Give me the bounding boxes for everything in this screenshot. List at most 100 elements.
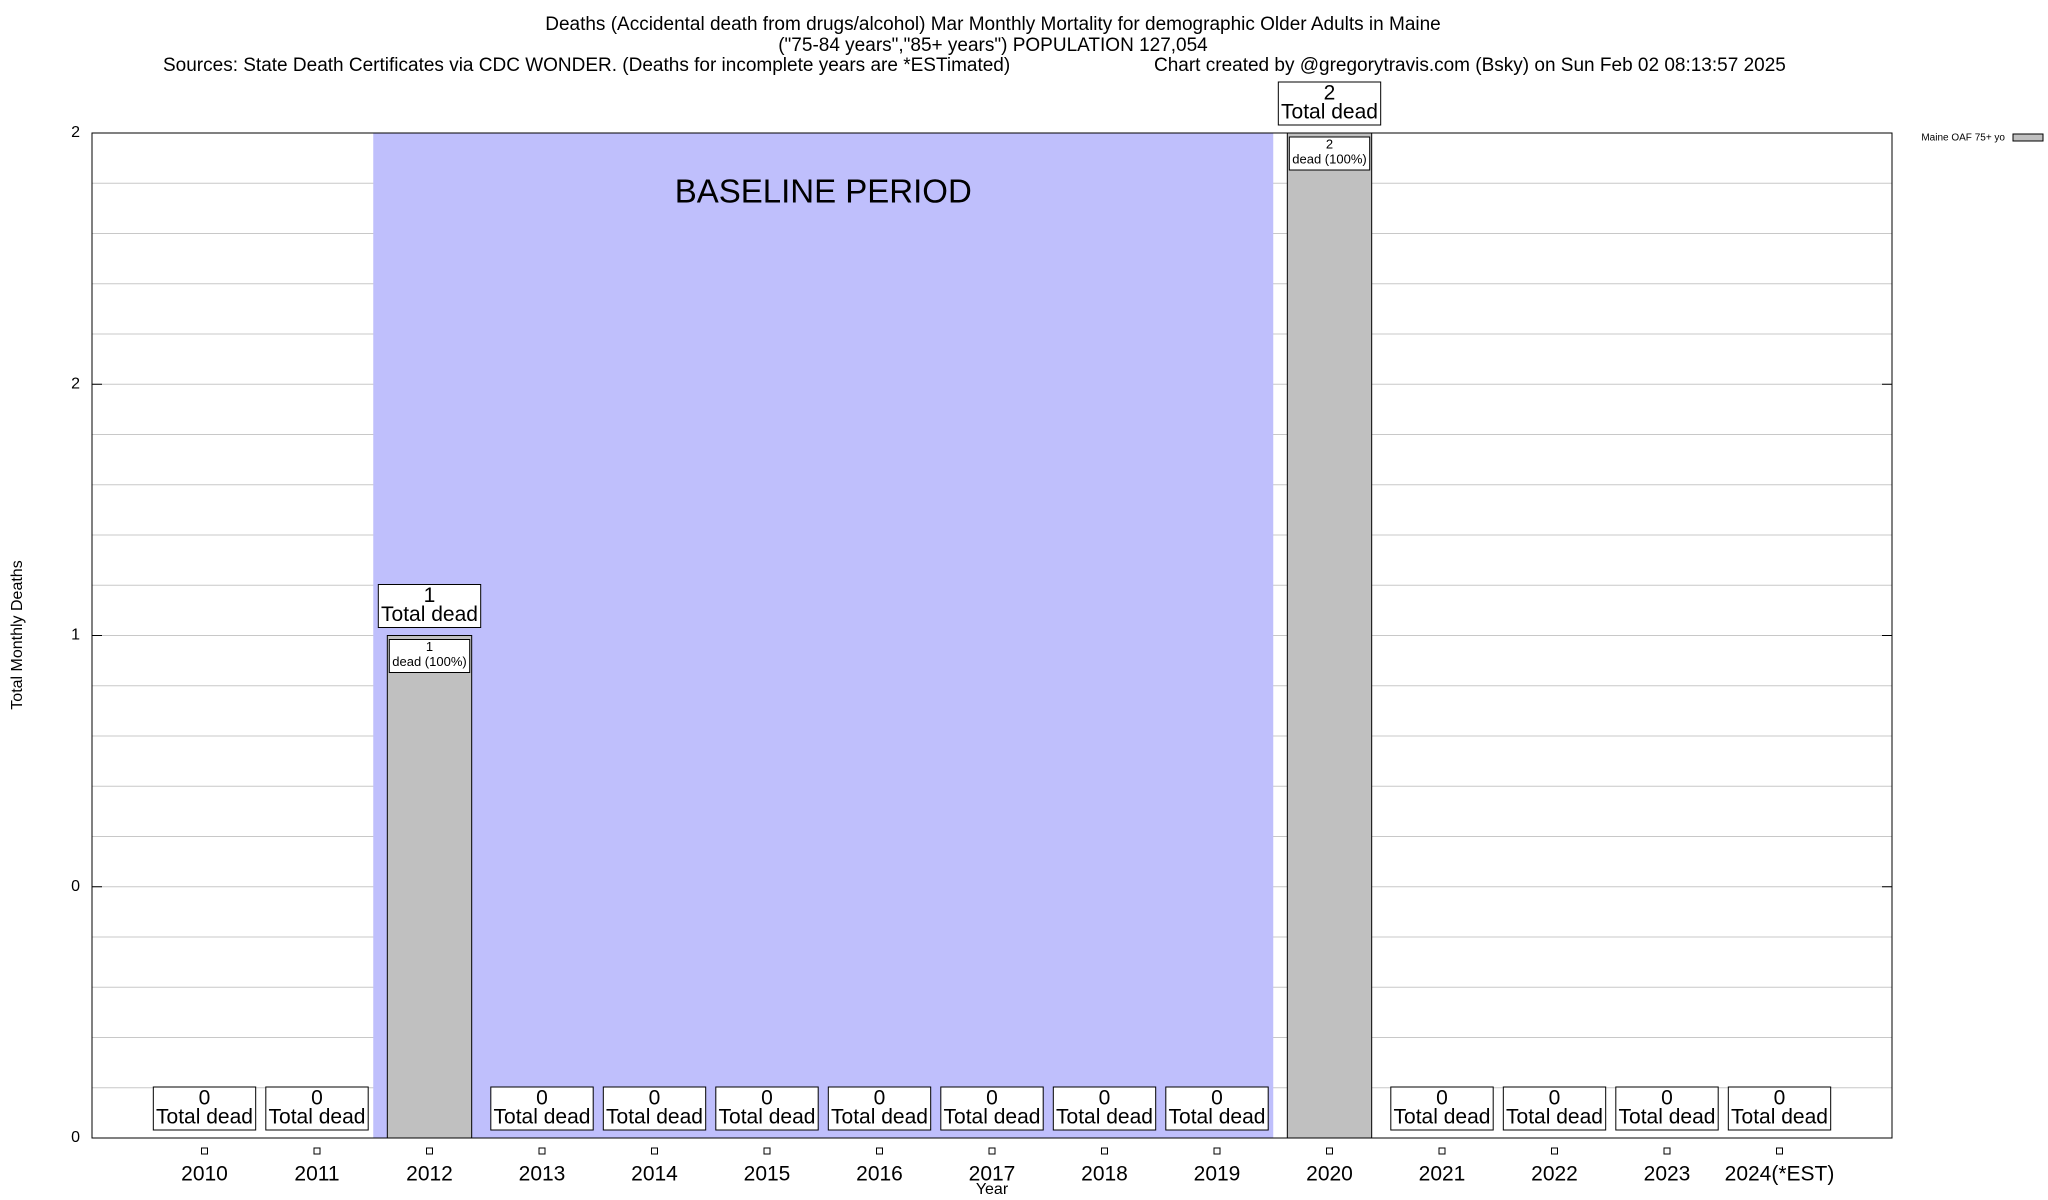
value-label: 0 bbox=[986, 1087, 998, 1110]
value-label-box bbox=[940, 1086, 1044, 1131]
value-label: 0 bbox=[1661, 1087, 1673, 1110]
value-label: 1 bbox=[424, 584, 436, 607]
y-tick-label: 2 bbox=[71, 124, 80, 141]
total-label: Total dead bbox=[1056, 1106, 1153, 1129]
total-label: Total dead bbox=[606, 1106, 703, 1129]
bar bbox=[386, 635, 473, 1139]
legend-swatch bbox=[2012, 133, 2044, 142]
value-label-box bbox=[152, 1086, 257, 1131]
x-tick-marker bbox=[763, 1147, 771, 1155]
total-label: Total dead bbox=[1506, 1106, 1603, 1129]
total-label: Total dead bbox=[1619, 1106, 1716, 1129]
x-tick-marker bbox=[1776, 1147, 1783, 1155]
value-label: 0 bbox=[1099, 1087, 1111, 1110]
chart-subtitle: ("75-84 years","85+ years") POPULATION 1… bbox=[778, 35, 1208, 56]
inner-label: dead (100%) bbox=[392, 654, 466, 669]
x-tick-label: 2023 bbox=[1644, 1163, 1691, 1186]
x-tick-marker bbox=[1101, 1147, 1108, 1155]
total-label: Total dead bbox=[1169, 1106, 1266, 1129]
x-tick-label: 2019 bbox=[1194, 1163, 1241, 1186]
value-label: 0 bbox=[1774, 1087, 1786, 1110]
legend-label: Maine OAF 75+ yo bbox=[1921, 133, 2005, 144]
total-label: Total dead bbox=[156, 1106, 253, 1129]
x-tick-label: 2015 bbox=[744, 1163, 791, 1186]
x-axis-label: Year bbox=[976, 1181, 1009, 1198]
total-label: Total dead bbox=[494, 1106, 591, 1129]
x-tick-label: 2017 bbox=[969, 1163, 1016, 1186]
chart-source: Sources: State Death Certificates via CD… bbox=[163, 55, 1010, 76]
plot-frame bbox=[91, 132, 1893, 1139]
total-label: Total dead bbox=[269, 1106, 366, 1129]
bar bbox=[1286, 132, 1373, 1139]
chart-title: Deaths (Accidental death from drugs/alco… bbox=[545, 14, 1441, 35]
x-tick-label: 2016 bbox=[856, 1163, 903, 1186]
value-label: 0 bbox=[649, 1087, 661, 1110]
total-label: Total dead bbox=[1394, 1106, 1491, 1129]
x-tick-marker bbox=[1213, 1147, 1221, 1155]
x-tick-label: 2018 bbox=[1081, 1163, 1128, 1186]
x-tick-label: 2010 bbox=[181, 1163, 228, 1186]
inner-label: dead (100%) bbox=[1292, 151, 1366, 166]
baseline-period bbox=[373, 133, 1274, 1138]
y-tick-label: 2 bbox=[71, 375, 80, 392]
x-tick-marker bbox=[538, 1147, 546, 1155]
value-label: 0 bbox=[199, 1087, 211, 1110]
value-label-box bbox=[602, 1086, 707, 1131]
value-label-box bbox=[490, 1086, 594, 1131]
value-label-box bbox=[715, 1086, 819, 1131]
value-label-box bbox=[1165, 1086, 1269, 1131]
total-label: Total dead bbox=[1281, 101, 1378, 124]
x-tick-label: 2020 bbox=[1306, 1163, 1353, 1186]
y-tick-label: 1 bbox=[71, 627, 80, 644]
value-label-box bbox=[1277, 81, 1382, 126]
x-tick-marker bbox=[1438, 1147, 1446, 1155]
y-tick-label: 0 bbox=[71, 878, 80, 895]
value-label-box bbox=[265, 1086, 369, 1131]
x-tick-label: 2022 bbox=[1531, 1163, 1578, 1186]
value-label: 0 bbox=[536, 1087, 548, 1110]
x-tick-marker bbox=[1663, 1147, 1671, 1155]
value-label: 2 bbox=[1324, 82, 1336, 105]
x-tick-marker bbox=[313, 1147, 321, 1155]
x-tick-label: 2013 bbox=[519, 1163, 566, 1186]
total-label: Total dead bbox=[944, 1106, 1041, 1129]
value-label-box bbox=[827, 1086, 932, 1131]
inner-value-label: 2 bbox=[1326, 136, 1333, 151]
value-label: 0 bbox=[311, 1087, 323, 1110]
value-label-box bbox=[1052, 1086, 1157, 1131]
value-label: 0 bbox=[874, 1087, 886, 1110]
value-label-box bbox=[1615, 1086, 1719, 1131]
total-label: Total dead bbox=[381, 603, 478, 626]
inner-label-box bbox=[1288, 136, 1371, 171]
x-tick-label: 2012 bbox=[406, 1163, 453, 1186]
chart-credit: Chart created by @gregorytravis.com (Bsk… bbox=[1154, 55, 1786, 76]
x-tick-marker bbox=[201, 1147, 208, 1155]
inner-label-box bbox=[388, 639, 471, 673]
value-label-box bbox=[1727, 1086, 1832, 1131]
total-label: Total dead bbox=[719, 1106, 816, 1129]
total-label: Total dead bbox=[831, 1106, 928, 1129]
x-tick-marker bbox=[1326, 1147, 1333, 1155]
value-label: 0 bbox=[1211, 1087, 1223, 1110]
x-tick-label: 2014 bbox=[631, 1163, 678, 1186]
y-tick-label: 0 bbox=[71, 1129, 80, 1146]
x-tick-label: 2024(*EST) bbox=[1725, 1163, 1835, 1186]
value-label: 0 bbox=[1436, 1087, 1448, 1110]
inner-value-label: 1 bbox=[426, 639, 433, 654]
value-label: 0 bbox=[761, 1087, 773, 1110]
x-tick-marker bbox=[651, 1147, 658, 1155]
x-tick-marker bbox=[1551, 1147, 1558, 1155]
x-tick-marker bbox=[988, 1147, 996, 1155]
x-tick-marker bbox=[426, 1147, 433, 1155]
value-label-box bbox=[1390, 1086, 1494, 1131]
total-label: Total dead bbox=[1731, 1106, 1828, 1129]
x-tick-label: 2021 bbox=[1419, 1163, 1466, 1186]
value-label-box bbox=[1502, 1086, 1607, 1131]
value-label: 0 bbox=[1549, 1087, 1561, 1110]
x-tick-marker bbox=[876, 1147, 883, 1155]
baseline-label: BASELINE PERIOD bbox=[675, 173, 972, 210]
y-axis-label: Total Monthly Deaths bbox=[9, 560, 26, 709]
value-label-box bbox=[377, 584, 482, 628]
